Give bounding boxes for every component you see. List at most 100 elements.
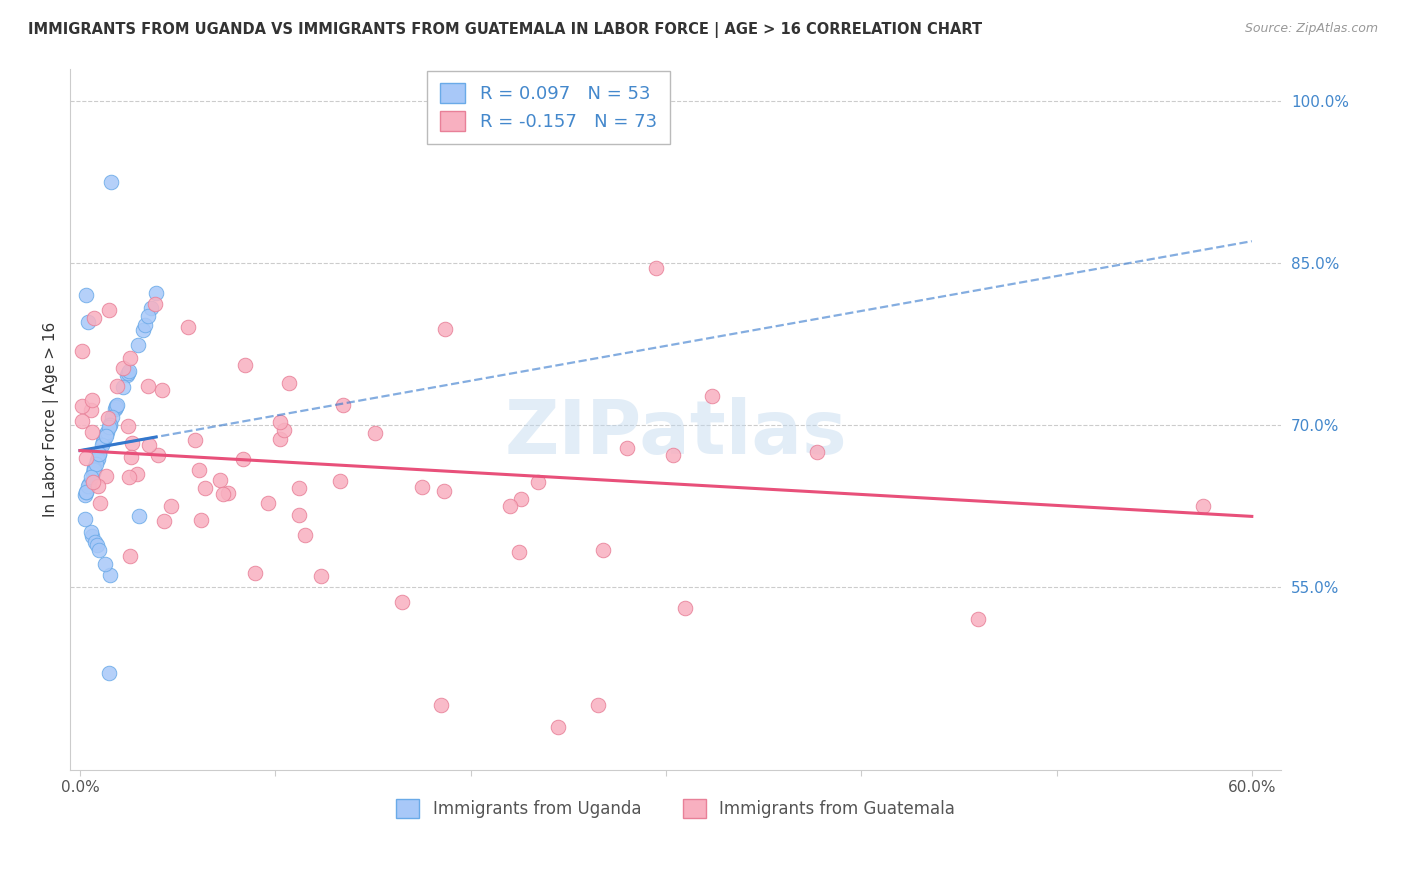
Point [96,425,118,439]
Point [194,481,217,495]
Point [294,528,316,542]
Point [616,441,638,455]
Point [105,379,128,393]
Point [232,451,254,466]
Point [101,409,124,424]
Point [150,383,173,397]
Point [75,288,97,302]
Point [187,463,209,477]
Point [100,175,122,189]
Point [98,417,121,432]
Point [83,310,105,325]
Point [1192,499,1215,513]
Point [153,514,176,528]
Point [391,595,413,609]
Point [243,566,266,580]
Point [98,419,121,434]
Point [97,303,120,318]
Point [84,457,107,471]
Point [98,417,121,432]
Point [363,426,385,441]
Point [94,557,117,571]
Point [98,568,121,582]
Point [139,301,162,315]
Point [702,389,724,403]
Point [75,485,97,500]
Point [105,398,128,412]
Point [117,419,139,434]
Point [434,322,457,336]
Point [128,509,150,524]
Point [117,368,139,382]
Point [256,496,278,510]
Point [592,543,614,558]
Point [217,486,239,500]
Point [118,549,141,563]
Point [146,448,169,462]
Point [89,447,111,461]
Point [104,400,127,414]
Point [526,475,548,489]
Point [98,665,121,680]
Point [332,398,354,412]
Point [93,435,115,450]
Point [127,338,149,352]
Y-axis label: In Labor Force | Age > 16: In Labor Force | Age > 16 [44,322,59,516]
Point [806,444,828,458]
Point [87,451,110,466]
Point [93,435,115,450]
Point [118,470,141,484]
Point [80,425,103,440]
Point [176,319,198,334]
Point [269,415,291,429]
Point [89,496,111,510]
Text: IMMIGRANTS FROM UGANDA VS IMMIGRANTS FROM GUATEMALA IN LABOR FORCE | AGE > 16 CO: IMMIGRANTS FROM UGANDA VS IMMIGRANTS FRO… [28,22,983,38]
Point [87,543,110,558]
Point [96,427,118,442]
Point [136,379,159,393]
Point [273,423,295,437]
Point [73,512,96,526]
Point [190,513,212,527]
Point [87,479,110,493]
Legend: Immigrants from Uganda, Immigrants from Guatemala: Immigrants from Uganda, Immigrants from … [389,793,962,825]
Point [77,479,100,493]
Point [433,483,456,498]
Point [329,474,352,488]
Point [112,379,135,393]
Point [117,364,139,378]
Point [121,435,143,450]
Point [430,698,453,713]
Text: Source: ZipAtlas.com: Source: ZipAtlas.com [1244,22,1378,36]
Point [86,452,108,467]
Text: ZIPatlas: ZIPatlas [505,397,846,470]
Point [75,451,97,466]
Point [112,361,135,376]
Point [79,525,101,540]
Point [82,475,104,490]
Point [82,467,104,481]
Point [73,488,96,502]
Point [508,545,530,559]
Point [105,399,128,413]
Point [86,539,108,553]
Point [586,698,609,713]
Point [675,601,697,615]
Point [83,461,105,475]
Point [76,315,98,329]
Point [70,344,93,359]
Point [498,499,520,513]
Point [645,261,668,276]
Point [83,463,105,477]
Point [967,612,990,626]
Point [269,432,291,446]
Point [94,428,117,442]
Point [143,297,166,311]
Point [117,366,139,380]
Point [82,392,104,407]
Point [93,434,115,448]
Point [662,448,685,462]
Point [509,491,531,506]
Point [91,438,114,452]
Point [82,529,104,543]
